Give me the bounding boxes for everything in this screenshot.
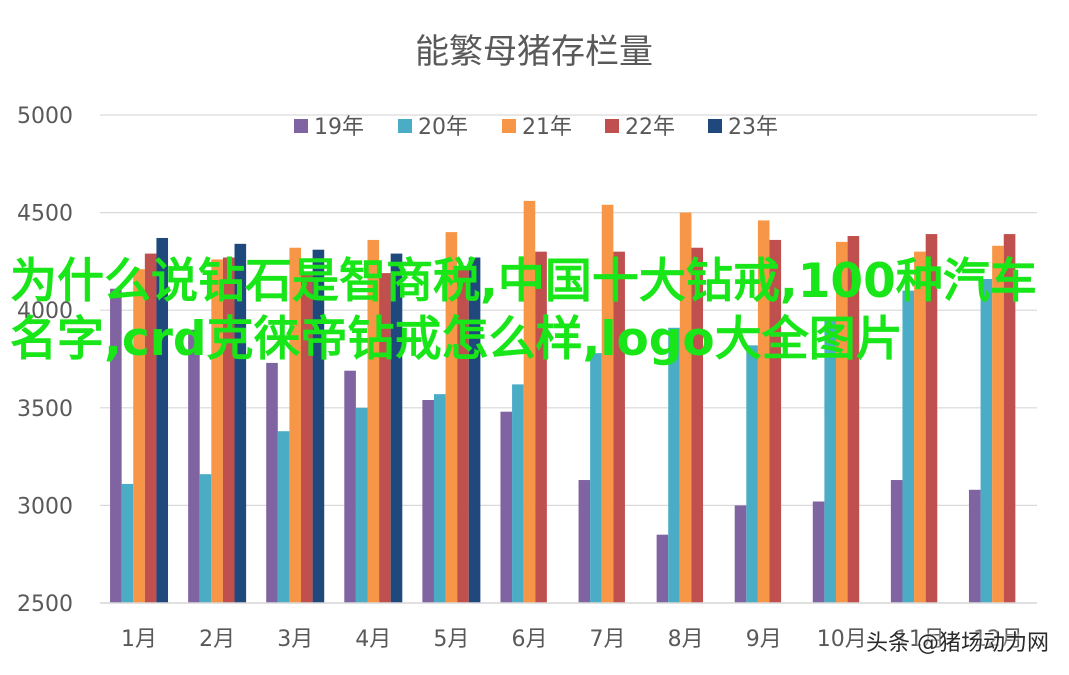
y-tick-label: 4000	[17, 299, 73, 324]
bar	[734, 505, 747, 603]
x-tick-label: 12月	[973, 627, 1023, 652]
x-tick-label: 4月	[355, 627, 391, 652]
x-tick-label: 1月	[121, 627, 157, 652]
legend-label: 23年	[728, 115, 778, 140]
bar	[980, 278, 993, 603]
legend-swatch	[398, 119, 412, 133]
bar	[656, 534, 669, 603]
bar	[613, 251, 625, 603]
bar	[835, 241, 848, 603]
y-tick-label: 3500	[17, 397, 73, 422]
bar	[691, 247, 704, 603]
bar	[512, 384, 524, 603]
x-tick-label: 11月	[895, 627, 945, 652]
bar	[668, 327, 680, 603]
bar	[757, 220, 770, 603]
legend-swatch	[502, 119, 516, 133]
bar	[601, 204, 614, 604]
bar	[121, 483, 134, 603]
bar	[523, 200, 536, 603]
bar	[500, 411, 513, 603]
bar	[211, 259, 223, 603]
bar	[312, 249, 325, 604]
bar	[590, 353, 602, 603]
bar	[746, 345, 758, 603]
x-tick-label: 6月	[511, 627, 547, 652]
chart-title: 能繁母猪存栏量	[415, 32, 653, 72]
bar	[468, 257, 481, 603]
y-tick-label: 5000	[17, 104, 73, 129]
bar	[925, 234, 938, 603]
bar	[457, 269, 469, 603]
bar	[355, 407, 368, 603]
bar	[277, 431, 290, 603]
y-tick-label: 2500	[17, 592, 73, 617]
bar	[222, 257, 235, 603]
x-tick-label: 9月	[746, 627, 782, 652]
legend-label: 21年	[522, 115, 572, 140]
bar	[824, 318, 836, 603]
bar	[156, 237, 169, 603]
bar	[535, 251, 547, 603]
bar	[992, 245, 1004, 603]
x-tick-label: 2月	[199, 627, 235, 652]
bar	[379, 273, 391, 603]
watermark: 头条 @猪场动力网	[866, 631, 1049, 656]
bar	[578, 480, 591, 603]
legend-label: 19年	[314, 115, 364, 140]
bar	[289, 247, 302, 603]
bar	[110, 288, 122, 603]
bar	[890, 480, 903, 603]
y-tick-label: 4500	[17, 202, 73, 227]
legend-swatch	[605, 119, 619, 133]
bar	[390, 253, 403, 604]
bar	[234, 243, 247, 603]
x-tick-label: 10月	[817, 627, 867, 652]
bar	[199, 474, 212, 603]
bar	[1003, 234, 1016, 603]
legend-label: 22年	[625, 115, 675, 140]
bar	[812, 501, 825, 603]
x-tick-label: 8月	[668, 627, 704, 652]
x-tick-label: 7月	[590, 627, 626, 652]
bar	[144, 253, 157, 604]
x-tick-label: 5月	[433, 627, 469, 652]
bar	[914, 251, 926, 603]
overlay-text: 为什么说钻石是智商税,中国十大钻戒,100种汽车名字,crd克徕帝钻戒怎么样,l…	[10, 254, 1037, 367]
bar	[266, 362, 278, 603]
legend-swatch	[708, 119, 722, 133]
bar	[902, 290, 915, 603]
legend-swatch	[294, 119, 308, 133]
bar	[445, 232, 458, 603]
bar	[968, 489, 981, 603]
bar	[133, 269, 145, 603]
bar	[847, 236, 860, 604]
bar	[433, 394, 446, 603]
bar	[679, 212, 692, 603]
bar	[344, 370, 356, 603]
bar	[367, 239, 380, 604]
x-tick-label: 3月	[277, 627, 313, 652]
bar	[188, 329, 200, 603]
bar	[422, 399, 434, 603]
legend-label: 20年	[418, 115, 468, 140]
bar	[769, 239, 782, 604]
bar	[301, 275, 313, 603]
y-tick-label: 3000	[17, 494, 73, 519]
